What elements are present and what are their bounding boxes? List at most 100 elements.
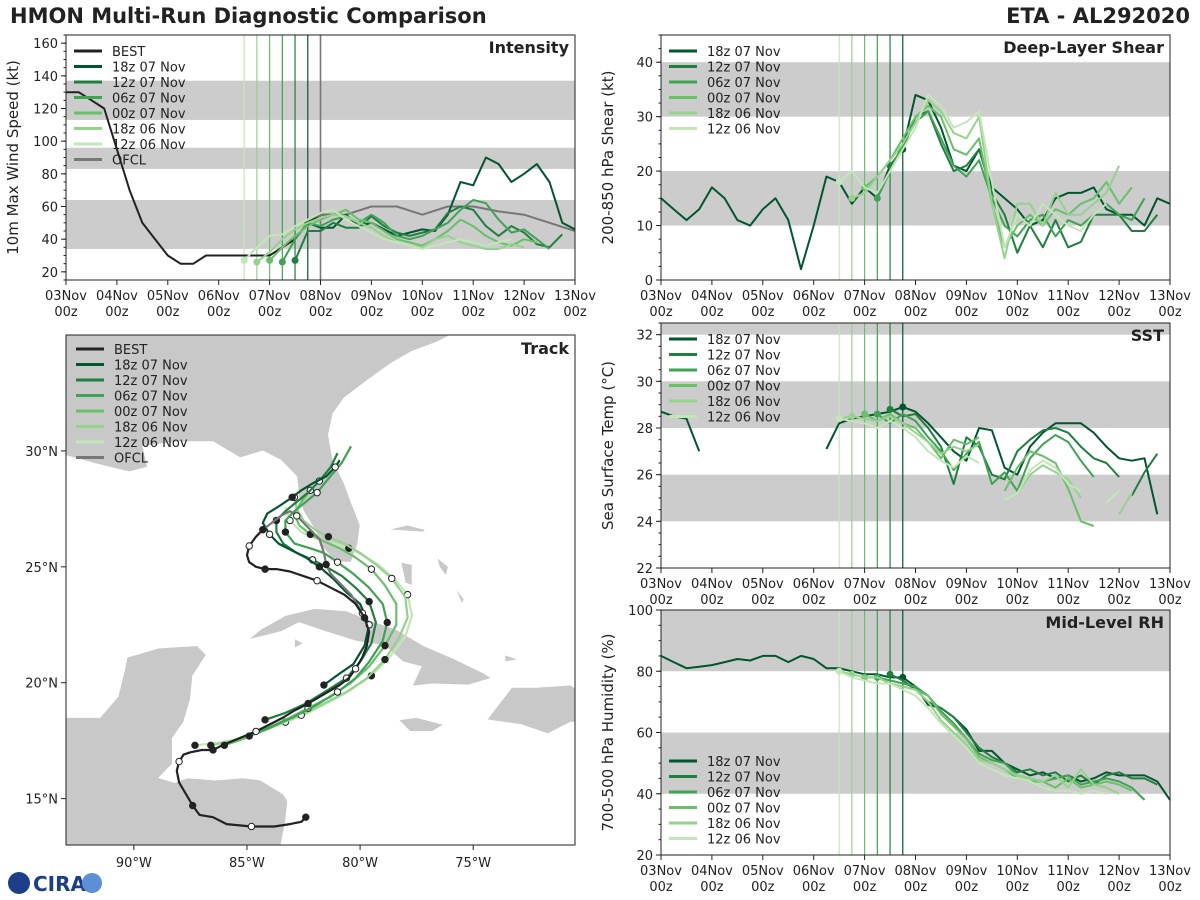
legend-label-12z-07-nov: 12z 07 Nov: [707, 61, 781, 76]
series-line-12z-06-nov: [838, 93, 1108, 249]
series-line-18z-07-nov: [660, 93, 1171, 271]
x-tick-label: 12Nov: [1098, 289, 1140, 304]
land-island-4: [504, 654, 519, 663]
land-island-7: [650, 718, 686, 730]
legend-label-06z-07-nov: 06z 07 Nov: [112, 92, 186, 107]
init-marker-06z-07-nov: [278, 258, 286, 266]
x-tick-label: 09Nov: [945, 864, 987, 879]
y-tick-label: 60: [41, 201, 58, 216]
track-marker-best: [304, 699, 312, 708]
x-tick-sublabel: 00z: [1057, 593, 1081, 608]
y-tick-label: 120: [33, 103, 58, 118]
land-island-6: [294, 638, 305, 649]
x-tick-sublabel: 00z: [853, 880, 877, 895]
x-tick-sublabel: 00z: [1006, 880, 1030, 895]
track-marker-best: [313, 577, 321, 585]
track-layer: [175, 445, 414, 831]
track-marker-18z-07-nov: [320, 681, 328, 689]
cira-emblem-icon: [82, 873, 102, 893]
legend-label-18z-06-nov: 18z 06 Nov: [112, 123, 186, 138]
land-island-1: [387, 524, 427, 533]
legend-label-18z-07-nov: 18z 07 Nov: [707, 755, 781, 770]
track-marker-18z-06-nov: [388, 574, 396, 583]
y-tick-label: 80: [41, 168, 58, 183]
shear-panel: 01020304003Nov00z04Nov00z05Nov00z06Nov00…: [599, 34, 1191, 320]
x-tick-label: 08Nov: [895, 289, 937, 304]
x-tick-label: 10Nov: [996, 289, 1038, 304]
track-marker-06z-07-nov: [281, 528, 290, 536]
threshold-band: [661, 323, 1170, 335]
series-line-ofcl: [307, 205, 576, 232]
x-tick-sublabel: 00z: [751, 305, 775, 320]
x-tick-sublabel: 00z: [751, 880, 775, 895]
x-tick-sublabel: 00z: [411, 305, 435, 320]
lon-tick-label: 75°W: [455, 856, 491, 871]
panel-title: Intensity: [489, 38, 570, 57]
lat-tick-label: 25°N: [25, 561, 58, 576]
lat-tick-label: 15°N: [25, 793, 58, 808]
series-line-18z-06-nov: [256, 213, 525, 263]
y-tick-label: 140: [33, 70, 58, 85]
legend-label-06z-07-nov: 06z 07 Nov: [707, 364, 781, 379]
y-tick-label: 32: [636, 329, 653, 344]
land-island-0: [400, 561, 413, 586]
track-marker-06z-07-nov: [333, 558, 342, 566]
x-tick-label: 11Nov: [1047, 577, 1089, 592]
legend-label-00z-07-nov: 00z 07 Nov: [112, 107, 186, 122]
track-marker-18z-07-nov: [265, 530, 274, 539]
track-line-ofcl: [262, 510, 364, 614]
init-marker-12z-06-nov: [835, 415, 843, 423]
legend-label-18z-07-nov: 18z 07 Nov: [707, 45, 781, 60]
x-tick-label: 12Nov: [1098, 577, 1140, 592]
series-line-12z-07-nov: [294, 205, 564, 261]
threshold-band: [661, 474, 1170, 522]
x-tick-sublabel: 00z: [1057, 305, 1081, 320]
legend-label-18z-06-nov: 18z 06 Nov: [114, 421, 188, 436]
x-tick-label: 06Nov: [793, 864, 835, 879]
x-tick-sublabel: 00z: [802, 305, 826, 320]
x-tick-label: 06Nov: [793, 577, 835, 592]
x-tick-label: 03Nov: [640, 577, 682, 592]
lon-tick-label: 90°W: [116, 856, 152, 871]
x-tick-sublabel: 00z: [105, 305, 129, 320]
x-tick-label: 09Nov: [945, 289, 987, 304]
x-tick-label: 03Nov: [640, 289, 682, 304]
track-marker-best: [360, 614, 369, 622]
x-tick-sublabel: 00z: [512, 305, 536, 320]
init-marker-00z-07-nov: [861, 410, 869, 418]
x-tick-label: 10Nov: [996, 864, 1038, 879]
figure-title: HMON Multi-Run Diagnostic Comparison: [10, 4, 487, 28]
panel-title: Mid-Level RH: [1045, 613, 1164, 632]
threshold-band: [661, 62, 1170, 117]
x-tick-label: 05Nov: [742, 289, 784, 304]
cira-logo: CIRA: [8, 872, 102, 896]
init-marker-18z-06-nov: [848, 194, 856, 202]
series-line-00z-07-nov: [863, 104, 1133, 249]
land-jamaica: [397, 717, 445, 732]
x-tick-sublabel: 00z: [955, 593, 979, 608]
y-tick-label: 40: [636, 56, 653, 71]
y-tick-label: 22: [636, 562, 653, 577]
land-layer: [66, 335, 686, 845]
storm-id-title: ETA - AL292020: [1006, 4, 1190, 28]
x-tick-sublabel: 00z: [853, 593, 877, 608]
track-marker-best: [351, 665, 360, 673]
x-tick-label: 05Nov: [742, 577, 784, 592]
x-tick-label: 10Nov: [996, 577, 1038, 592]
x-tick-sublabel: 00z: [904, 593, 928, 608]
x-tick-sublabel: 00z: [955, 305, 979, 320]
legend-label-00z-07-nov: 00z 07 Nov: [707, 380, 781, 395]
series-line-06z-07-nov: [876, 413, 1095, 492]
y-tick-label: 60: [636, 727, 653, 742]
x-tick-label: 13Nov: [1149, 864, 1191, 879]
x-tick-sublabel: 00z: [309, 305, 333, 320]
track-marker-06z-07-nov: [333, 688, 342, 696]
y-tick-label: 30: [636, 375, 653, 390]
legend-label-00z-07-nov: 00z 07 Nov: [114, 405, 188, 420]
x-tick-label: 05Nov: [147, 289, 189, 304]
y-tick-label: 40: [41, 233, 58, 248]
track-marker-best: [261, 565, 269, 573]
track-marker-best: [175, 757, 183, 766]
x-tick-label: 08Nov: [895, 864, 937, 879]
